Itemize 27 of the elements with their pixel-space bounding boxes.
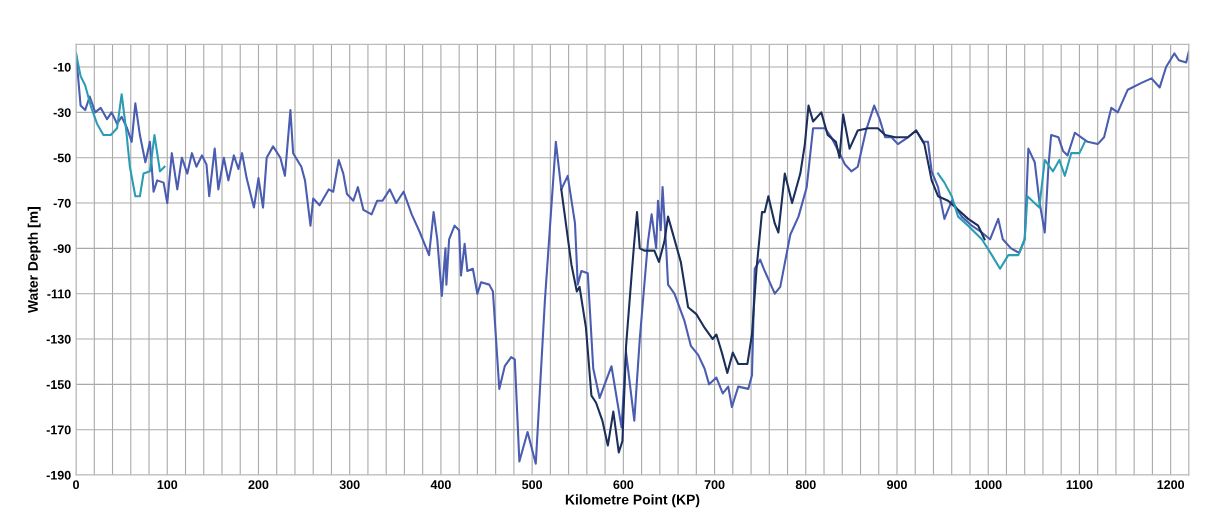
x-tick-label: 900 (887, 480, 907, 490)
x-tick-label: 600 (613, 480, 634, 490)
y-tick-label: -130 (46, 334, 71, 344)
y-tick-label: -90 (53, 244, 71, 254)
x-axis-title: Kilometre Point (KP) (565, 494, 700, 508)
y-tick-label: -70 (53, 198, 71, 208)
x-tick-label: 1000 (975, 480, 1002, 490)
y-tick-label: -110 (47, 289, 71, 299)
line-series (76, 50, 1189, 465)
x-tick-label: 0 (73, 480, 79, 490)
x-tick-label: 500 (522, 480, 543, 490)
x-tick-label: 400 (430, 480, 451, 490)
x-tick-label: 700 (704, 480, 725, 490)
y-tick-label: -150 (46, 380, 71, 390)
x-tick-label: 100 (157, 480, 178, 490)
x-tick-label: 1200 (1157, 480, 1185, 490)
line-series (560, 104, 986, 454)
x-tick-label: 1100 (1066, 480, 1093, 490)
y-tick-label: -50 (53, 153, 71, 163)
y-axis-title: Water Depth [m] (27, 207, 41, 314)
y-tick-label: -10 (53, 62, 71, 72)
x-tick-label: 300 (339, 480, 360, 490)
y-tick-label: -30 (53, 108, 71, 118)
y-tick-label: -170 (46, 425, 71, 435)
x-tick-label: 800 (795, 480, 816, 490)
x-tick-label: 200 (248, 480, 269, 490)
y-tick-label: -190 (46, 470, 71, 480)
